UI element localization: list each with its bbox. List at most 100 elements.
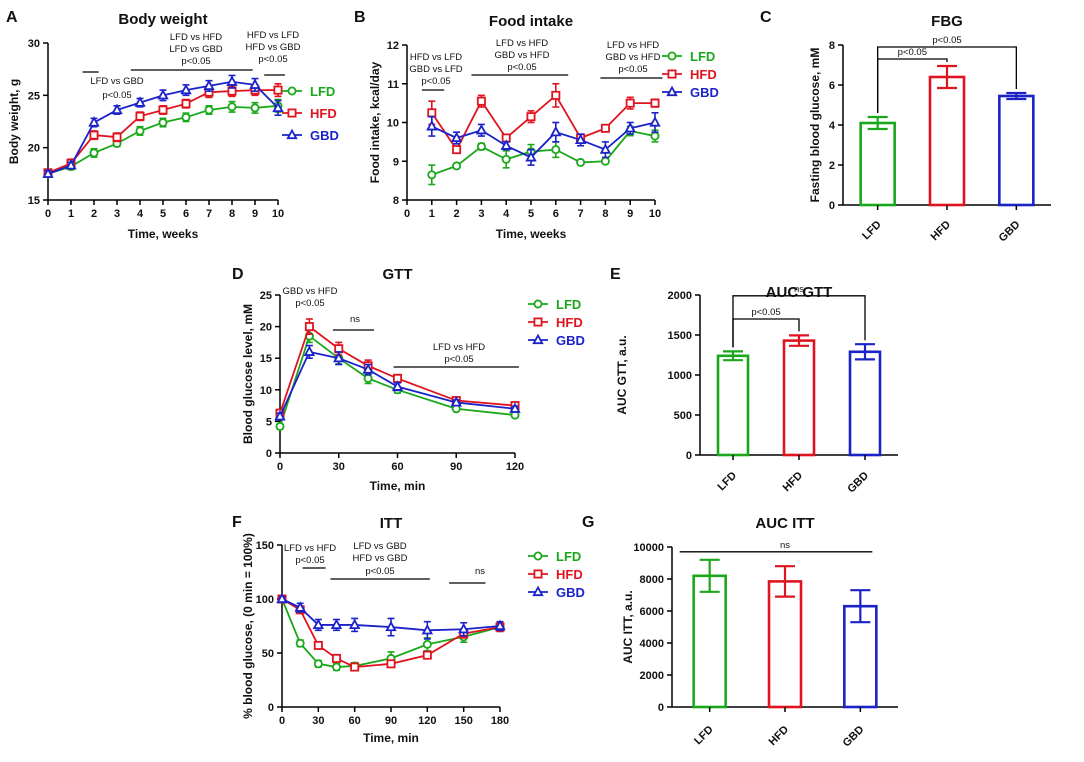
panel-b-y-tick-label: 9 — [393, 156, 399, 168]
panel-g-category-label-lfd: LFD — [692, 724, 716, 748]
panel-g-bar-hfd — [767, 580, 803, 709]
panel-c-bar-gbd — [998, 94, 1035, 207]
panel-b-x-tick-label: 5 — [528, 208, 534, 220]
panel-f-legend-label-gbd: GBD — [556, 585, 585, 600]
panel-c-bracket-label: p<0.05 — [898, 47, 927, 58]
panel-b-point-hfd — [427, 108, 437, 118]
panel-f-point-gbd — [330, 618, 343, 630]
panel-b-y-tick-label: 11 — [387, 79, 399, 91]
panel-b-point-lfd — [650, 131, 660, 141]
panel-e-bar-hfd — [782, 339, 816, 457]
panel-b-x-tick-label: 1 — [429, 208, 435, 220]
panel-a-point-gbd — [42, 167, 54, 178]
panel-b-point-hfd — [526, 112, 536, 122]
panel-a-annotation: LFD vs HFD — [170, 32, 222, 43]
panel-c-category-label-lfd: LFD — [860, 219, 884, 243]
panel-a-annotation: p<0.05 — [258, 54, 287, 65]
panel-d-y-tick-label: 5 — [266, 416, 272, 428]
panel-d-legend-label-lfd: LFD — [556, 297, 581, 312]
panel-b-point-gbd — [624, 121, 636, 133]
panel-a-point-lfd — [204, 105, 214, 115]
panel-f-point-gbd — [421, 623, 434, 635]
panel-a-y-tick-label: 15 — [28, 195, 40, 207]
panel-e-significance-bracket — [732, 295, 866, 348]
panel-f-annotation: p<0.05 — [295, 555, 324, 566]
panel-a-x-tick-label: 6 — [183, 208, 189, 220]
panel-a-point-lfd — [135, 126, 145, 136]
panel-a-x-tick-label: 1 — [68, 208, 74, 220]
panel-d-series-hfd — [275, 318, 520, 418]
panel-d-y-tick-label: 25 — [260, 290, 272, 302]
panel-g-y-tick-label: 0 — [658, 702, 664, 714]
panel-d-point-gbd — [274, 409, 286, 421]
panel-b-point-gbd — [574, 133, 587, 145]
panel-g-y-tick-label: 8000 — [640, 574, 664, 586]
panel-f-point-gbd — [385, 620, 397, 632]
panel-e-category-label-lfd: LFD — [716, 470, 740, 494]
panel-g-y-tick-label: 10000 — [633, 542, 664, 554]
panel-d-point-gbd — [362, 363, 374, 374]
panel-a-point-hfd — [112, 132, 122, 142]
panel-d-annotation: p<0.05 — [295, 298, 324, 309]
panel-a-y-tick-label: 20 — [28, 143, 40, 155]
panel-e-y-tick-label: 500 — [674, 410, 692, 422]
panel-d-annotation: GBD vs HFD — [283, 286, 338, 297]
panel-a-annotation: HFD vs LFD — [247, 30, 299, 41]
panel-e-bar-gbd — [848, 350, 882, 457]
panel-e-category-label-gbd: GBD — [845, 470, 871, 496]
panel-c-category-label-hfd: HFD — [929, 219, 954, 244]
panel-a-annotation: HFD vs GBD — [246, 42, 301, 53]
panel-f-point-hfd — [313, 640, 323, 650]
panel-a-point-hfd — [158, 105, 168, 115]
panel-e: E AUC GTT 0 500 1000 1500 2000 AUC GTT, a.u. LFD… — [610, 266, 898, 495]
panel-c-bracket-label: p<0.05 — [932, 35, 961, 46]
panel-f-y-axis-label: % blood glucose, (0 min = 100%) — [241, 533, 255, 719]
panel-b-point-lfd — [427, 170, 437, 180]
panel-a-line-lfd — [47, 104, 279, 175]
panel-d-x-tick-label: 90 — [450, 461, 462, 473]
panel-b-point-gbd — [500, 139, 512, 150]
panel-f-x-tick-label: 30 — [312, 715, 324, 727]
panel-b-x-axis-label: Time, weeks — [496, 227, 567, 241]
panel-e-title: AUC GTT — [766, 284, 833, 301]
panel-c-category-label-gbd: GBD — [997, 219, 1023, 245]
panel-a-y-tick-label: 25 — [28, 90, 40, 102]
panel-a-y-tick-label: 30 — [28, 38, 40, 50]
panel-b-point-lfd — [576, 157, 586, 167]
panel-b-point-hfd — [452, 145, 462, 155]
panel-f-y-tick-label: 150 — [256, 540, 274, 552]
panel-f-annotation: ns — [475, 566, 485, 577]
panel-b-annotation: LFD vs HFD — [607, 40, 659, 51]
panel-g-category-label-hfd: HFD — [767, 724, 792, 749]
panel-a-point-gbd — [134, 96, 146, 107]
panel-b-x-tick-label: 6 — [553, 208, 559, 220]
panel-a-point-gbd — [180, 83, 192, 95]
panel-a-x-tick-label: 8 — [229, 208, 235, 220]
panel-a: A Body weight 0 1 2 3 4 5 6 7 8 9 10 15 20 25 30 Time, we… — [6, 9, 339, 241]
panel-d-point-hfd — [304, 322, 314, 332]
panel-d-x-tick-label: 120 — [506, 461, 524, 473]
panel-a-x-tick-label: 10 — [272, 208, 284, 220]
panel-f-annotation: LFD vs HFD — [284, 543, 336, 554]
panel-b-x-tick-label: 10 — [649, 208, 661, 220]
panel-b-y-tick-label: 10 — [387, 118, 399, 130]
panel-b-line-hfd — [431, 93, 655, 152]
panel-a-point-hfd — [135, 111, 145, 121]
panel-a-point-gbd — [65, 159, 77, 170]
panel-f-point-hfd — [350, 662, 360, 672]
panel-a-point-gbd — [157, 88, 169, 100]
panel-b-point-hfd — [650, 98, 660, 108]
panel-f-point-gbd — [457, 622, 470, 634]
panel-a-point-hfd — [181, 99, 191, 109]
panel-b-point-gbd — [426, 119, 438, 131]
panel-d-series-gbd — [274, 344, 521, 421]
panel-a-point-gbd — [226, 75, 238, 86]
panel-b-annotation: p<0.05 — [421, 76, 450, 87]
panel-b-annotation: p<0.05 — [507, 62, 536, 73]
panel-b-annotation: LFD vs HFD — [496, 38, 548, 49]
panel-f-x-tick-label: 90 — [385, 715, 397, 727]
panel-b-point-hfd — [551, 90, 561, 100]
panel-c: C FBG 0 2 4 6 8 Fasting blood glucose, mM LFD HFD… — [760, 9, 1051, 244]
panel-c-bar-hfd — [928, 75, 966, 207]
